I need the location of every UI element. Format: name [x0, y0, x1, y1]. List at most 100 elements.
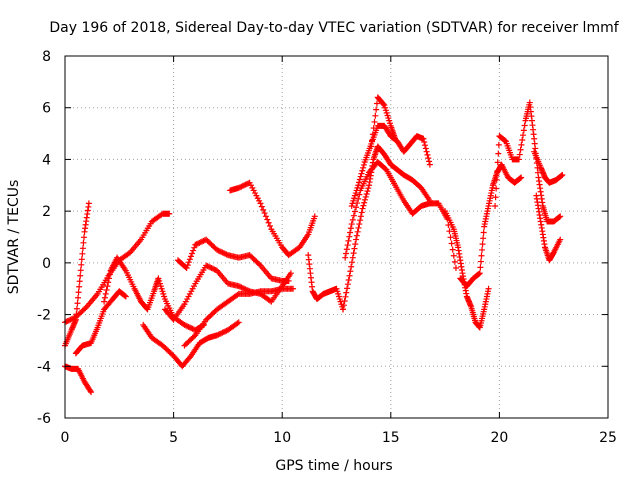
series-prn-b	[62, 200, 92, 349]
y-tick-label: -2	[37, 308, 51, 324]
data-point	[262, 213, 269, 220]
series-prn-e	[101, 254, 208, 334]
chart-title: Day 196 of 2018, Sidereal Day-to-day VTE…	[49, 20, 619, 36]
data-point	[185, 259, 192, 266]
data-point	[494, 168, 501, 175]
data-point	[519, 137, 526, 144]
data-point	[290, 285, 297, 292]
data-point	[392, 135, 399, 142]
data-point	[346, 233, 353, 240]
data-point	[215, 247, 222, 254]
data-point	[340, 306, 347, 313]
data-point	[369, 137, 376, 144]
data-point	[362, 196, 369, 203]
data-point	[102, 290, 109, 297]
data-point	[352, 241, 359, 248]
data-point	[353, 236, 360, 243]
data-point	[360, 161, 367, 168]
data-point	[256, 261, 263, 268]
series-prn-h	[174, 236, 292, 284]
data-point	[75, 294, 82, 301]
data-point	[193, 241, 200, 248]
data-point	[103, 287, 110, 294]
data-point	[343, 289, 350, 296]
data-point	[82, 305, 89, 312]
data-point	[219, 249, 226, 256]
data-point	[479, 246, 486, 253]
data-point	[364, 188, 371, 195]
data-point	[517, 146, 524, 153]
data-point	[188, 325, 195, 332]
data-point	[101, 294, 108, 301]
data-point	[215, 331, 222, 338]
data-point	[195, 240, 202, 247]
data-point	[340, 302, 347, 309]
data-point	[81, 234, 88, 241]
data-point	[183, 265, 190, 272]
data-point	[354, 200, 361, 207]
data-point	[189, 250, 196, 257]
data-point	[559, 171, 566, 178]
data-point	[66, 317, 73, 324]
data-point	[341, 297, 348, 304]
data-point	[85, 200, 92, 207]
data-point	[362, 193, 369, 200]
data-point	[190, 333, 197, 340]
data-point	[199, 238, 206, 245]
data-point	[105, 275, 112, 282]
data-point	[218, 330, 225, 337]
data-point	[357, 217, 364, 224]
data-point	[186, 256, 193, 263]
data-point	[477, 264, 484, 271]
data-point	[426, 158, 433, 165]
data-point	[448, 240, 455, 247]
data-point	[264, 216, 271, 223]
data-point	[101, 298, 108, 305]
data-point	[350, 212, 357, 219]
data-points	[62, 94, 566, 396]
data-point	[557, 236, 564, 243]
data-point	[343, 250, 350, 257]
data-point	[68, 316, 75, 323]
data-point	[234, 291, 241, 298]
x-tick-label: 10	[273, 430, 291, 446]
data-point	[345, 276, 352, 283]
data-point	[516, 151, 523, 158]
series-prn-n	[368, 94, 399, 150]
data-point	[211, 266, 218, 273]
data-point	[73, 305, 80, 312]
data-point	[222, 250, 229, 257]
data-point	[78, 261, 85, 268]
data-point	[237, 184, 244, 191]
data-point	[287, 270, 294, 277]
data-point	[222, 328, 229, 335]
data-point	[77, 272, 84, 279]
data-point	[558, 172, 565, 179]
data-point	[380, 101, 387, 108]
data-point	[373, 100, 380, 107]
data-point	[492, 194, 499, 201]
x-tick-label: 20	[490, 430, 508, 446]
data-point	[477, 258, 484, 265]
data-point	[349, 216, 356, 223]
series-prn-f	[140, 319, 242, 370]
data-point	[78, 256, 85, 263]
data-point	[371, 118, 378, 125]
data-point	[64, 318, 71, 325]
data-point	[342, 293, 349, 300]
data-point	[370, 125, 377, 132]
data-point	[515, 156, 522, 163]
data-point	[265, 219, 272, 226]
data-point	[196, 239, 203, 246]
data-point	[285, 277, 292, 284]
data-point	[351, 245, 358, 252]
data-point	[476, 270, 483, 277]
data-point	[258, 203, 265, 210]
data-point	[209, 265, 216, 272]
data-point	[360, 202, 367, 209]
data-point	[235, 184, 242, 191]
data-point	[204, 263, 211, 270]
data-point	[76, 283, 83, 290]
data-point	[368, 143, 375, 150]
x-tick-label: 0	[61, 430, 70, 446]
